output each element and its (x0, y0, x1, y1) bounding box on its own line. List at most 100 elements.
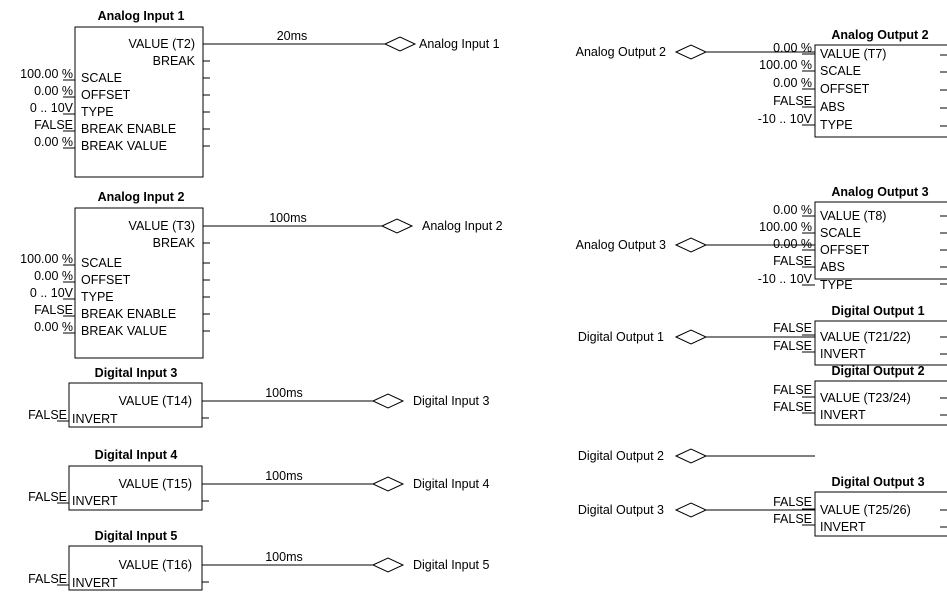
link-analog-output-3[interactable]: Analog Output 3 (576, 237, 815, 253)
param-label: SCALE (81, 256, 122, 270)
connector-diamond-icon[interactable] (371, 557, 405, 573)
output-label: VALUE (T16) (119, 558, 192, 572)
param-value[interactable]: FALSE (773, 512, 812, 526)
block-digital-output-1[interactable]: Digital Output 1 VALUE (T21/22) FALSE IN… (773, 304, 947, 366)
connector-diamond-icon[interactable] (371, 393, 405, 409)
param-value[interactable]: 0.00 % (34, 84, 73, 98)
param-label: OFFSET (820, 82, 870, 96)
param-value[interactable]: 100.00 % (759, 58, 812, 72)
param-value[interactable]: FALSE (773, 321, 812, 335)
link-analog-input-2[interactable]: 100ms Analog Input 2 (203, 211, 503, 234)
param-value[interactable]: FALSE (28, 572, 67, 586)
block-analog-output-3[interactable]: Analog Output 3 VALUE (T8) 0.00 % SCALE … (758, 185, 947, 292)
link-digital-output-3[interactable]: Digital Output 3 (578, 502, 815, 518)
block-analog-input-1[interactable]: Analog Input 1 VALUE (T2) BREAK SCALE 10… (20, 9, 210, 178)
connector-label: Digital Input 3 (413, 394, 489, 408)
block-digital-input-3[interactable]: Digital Input 3 VALUE (T14) INVERT FALSE (28, 366, 209, 428)
connector-diamond-icon[interactable] (674, 502, 708, 518)
param-value[interactable]: 0.00 % (773, 41, 812, 55)
connector-diamond-icon[interactable] (674, 448, 708, 464)
block-frame[interactable] (74, 26, 204, 178)
block-frame[interactable] (814, 380, 947, 426)
block-frame[interactable] (814, 44, 947, 138)
block-frame[interactable] (68, 382, 203, 428)
param-value[interactable]: FALSE (773, 400, 812, 414)
param-value[interactable]: 0.00 % (773, 76, 812, 90)
block-digital-input-4[interactable]: Digital Input 4 VALUE (T15) INVERT FALSE (28, 448, 209, 511)
block-digital-input-5[interactable]: Digital Input 5 VALUE (T16) INVERT FALSE (28, 529, 209, 591)
connector-label: Digital Output 3 (578, 503, 664, 517)
connector-diamond-icon[interactable] (674, 237, 708, 253)
block-frame[interactable] (814, 491, 947, 537)
connector-diamond-icon[interactable] (371, 476, 405, 492)
block-title: Digital Input 5 (95, 529, 178, 543)
param-value[interactable]: FALSE (34, 303, 73, 317)
block-frame[interactable] (68, 465, 203, 511)
param-value[interactable]: FALSE (773, 94, 812, 108)
param-value[interactable]: 0.00 % (34, 269, 73, 283)
param-label: BREAK ENABLE (81, 307, 176, 321)
param-value[interactable]: -10 .. 10V (758, 112, 813, 126)
connector-label: Analog Input 2 (422, 219, 503, 233)
block-frame[interactable] (74, 207, 204, 359)
param-value[interactable]: 0 .. 10V (30, 286, 74, 300)
param-label: OFFSET (820, 243, 870, 257)
output-label: VALUE (T3) (129, 219, 195, 233)
param-value[interactable]: 100.00 % (20, 252, 73, 266)
param-value[interactable]: FALSE (28, 490, 67, 504)
param-value[interactable]: FALSE (773, 339, 812, 353)
param-value[interactable]: FALSE (773, 383, 812, 397)
param-value[interactable]: 0.00 % (773, 237, 812, 251)
link-digital-input-3[interactable]: 100ms Digital Input 3 (202, 386, 489, 409)
link-digital-input-4[interactable]: 100ms Digital Input 4 (202, 469, 489, 492)
block-frame[interactable] (814, 320, 947, 366)
param-label: INVERT (820, 520, 866, 534)
connector-diamond-icon[interactable] (674, 329, 708, 345)
param-value[interactable]: FALSE (28, 408, 67, 422)
output-label: VALUE (T15) (119, 477, 192, 491)
param-label: TYPE (820, 278, 853, 292)
block-digital-output-2[interactable]: Digital Output 2 VALUE (T23/24) FALSE IN… (773, 364, 947, 426)
link-analog-input-1[interactable]: 20ms Analog Input 1 (203, 29, 500, 52)
param-label: BREAK ENABLE (81, 122, 176, 136)
block-frame[interactable] (68, 545, 203, 591)
connector-diamond-icon[interactable] (383, 36, 417, 52)
block-frame[interactable] (814, 201, 947, 280)
link-analog-output-2[interactable]: Analog Output 2 (576, 44, 815, 60)
link-digital-output-2[interactable]: Digital Output 2 (578, 448, 815, 464)
param-value[interactable]: FALSE (773, 254, 812, 268)
param-label: INVERT (820, 347, 866, 361)
param-value[interactable]: 0.00 % (773, 203, 812, 217)
link-digital-input-5[interactable]: 100ms Digital Input 5 (202, 550, 489, 573)
param-label: TYPE (820, 118, 853, 132)
block-title: Digital Output 2 (831, 364, 924, 378)
connector-label: Analog Input 1 (419, 37, 500, 51)
block-title: Digital Output 1 (831, 304, 924, 318)
param-value[interactable]: FALSE (773, 495, 812, 509)
link-digital-output-1[interactable]: Digital Output 1 (578, 329, 815, 345)
output-label: BREAK (153, 236, 196, 250)
param-value[interactable]: 0.00 % (34, 135, 73, 149)
link-rate: 20ms (277, 29, 308, 43)
block-analog-input-2[interactable]: Analog Input 2 VALUE (T3) BREAK SCALE 10… (20, 190, 210, 359)
block-title: Analog Output 3 (831, 185, 928, 199)
param-label: TYPE (81, 105, 114, 119)
connector-label: Analog Output 3 (576, 238, 666, 252)
connector-diamond-icon[interactable] (674, 44, 708, 60)
block-title: Digital Output 3 (831, 475, 924, 489)
block-analog-output-2[interactable]: Analog Output 2 VALUE (T7) 0.00 % SCALE … (758, 28, 947, 138)
block-digital-output-3[interactable]: Digital Output 3 VALUE (T25/26) FALSE IN… (773, 475, 947, 537)
output-label: VALUE (T2) (129, 37, 195, 51)
param-value[interactable]: -10 .. 10V (758, 272, 813, 286)
param-value[interactable]: 0 .. 10V (30, 101, 74, 115)
connector-label: Analog Output 2 (576, 45, 666, 59)
param-value[interactable]: 100.00 % (759, 220, 812, 234)
param-value[interactable]: FALSE (34, 118, 73, 132)
link-rate: 100ms (265, 469, 303, 483)
connector-diamond-icon[interactable] (380, 218, 414, 234)
param-value[interactable]: 100.00 % (20, 67, 73, 81)
param-value[interactable]: 0.00 % (34, 320, 73, 334)
connector-label: Digital Output 2 (578, 449, 664, 463)
param-label: SCALE (820, 64, 861, 78)
